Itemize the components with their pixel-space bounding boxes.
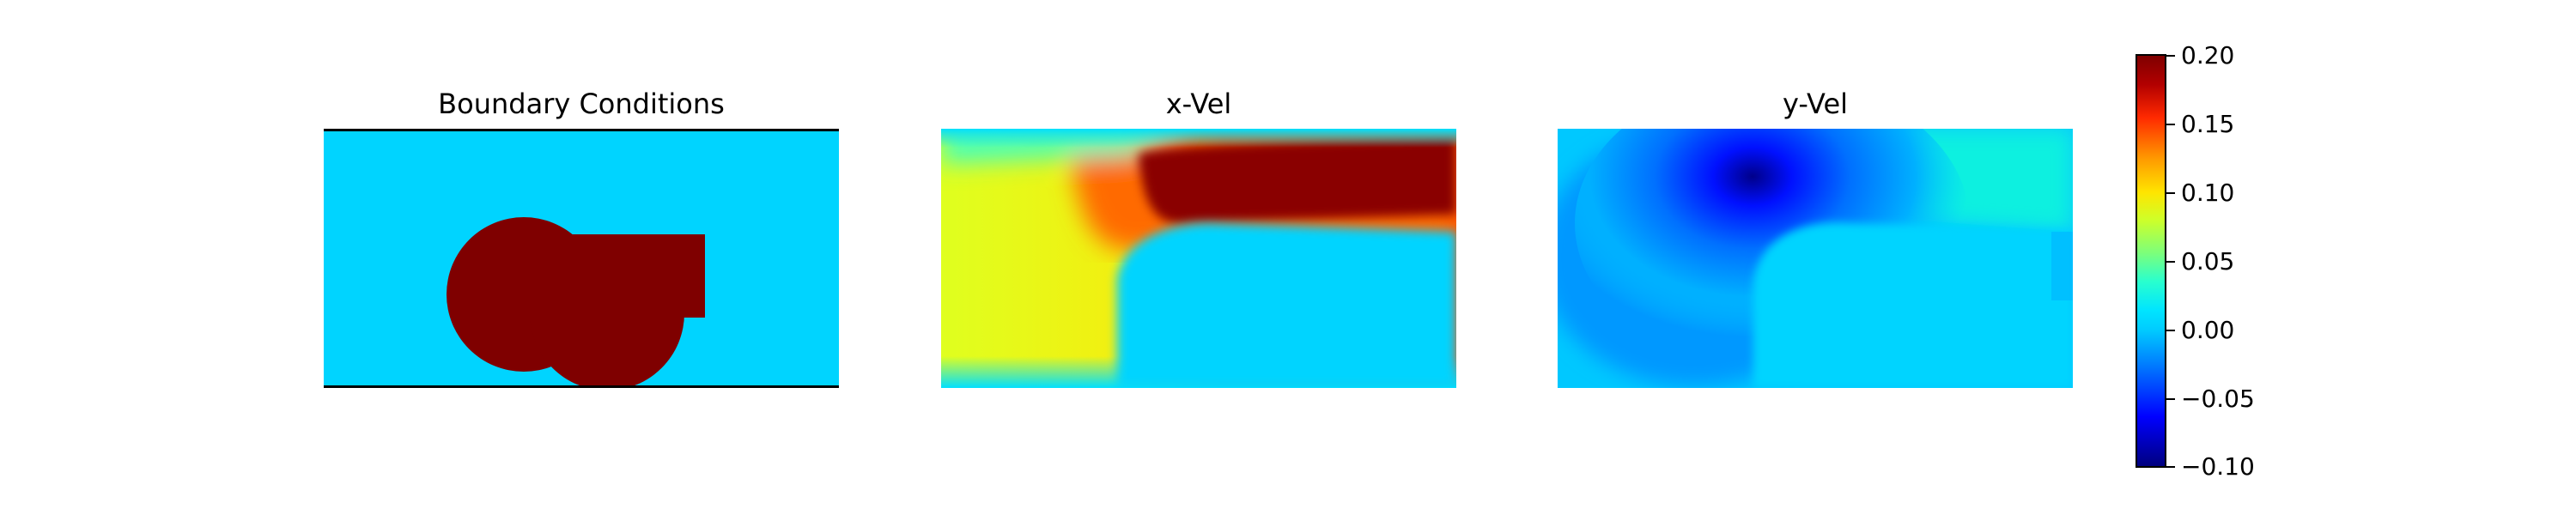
colorbar-tick-label: 0.10 [2181, 179, 2235, 207]
y-vel-heatmap [1558, 129, 2073, 388]
colorbar-tick [2166, 192, 2175, 194]
colorbar-tick [2166, 124, 2175, 125]
colorbar-tick-label: −0.05 [2181, 385, 2255, 413]
bc-obstacle-rect [521, 234, 705, 318]
top-wall-line [324, 129, 839, 131]
panel-title-boundary-conditions: Boundary Conditions [438, 88, 725, 120]
colorbar-tick [2166, 466, 2175, 468]
colorbar-tick [2166, 55, 2175, 57]
panel-title-x-vel: x-Vel [1165, 88, 1232, 120]
colorbar-tick-label: −0.10 [2181, 452, 2255, 481]
boundary-conditions-svg [324, 131, 839, 385]
colorbar-tick-label: 0.05 [2181, 247, 2235, 276]
y-vel-obstacle-region [1753, 222, 2073, 388]
colorbar-tick [2166, 261, 2175, 263]
colorbar-tick [2166, 330, 2175, 331]
x-vel-top-fade [941, 129, 1456, 148]
y-vel-svg [1558, 129, 2073, 388]
colorbar-tick-label: 0.20 [2181, 41, 2235, 70]
x-vel-jet-core [1139, 137, 1456, 224]
x-vel-svg [941, 129, 1456, 388]
panel-title-y-vel: y-Vel [1782, 88, 1849, 120]
bottom-wall-line [324, 385, 839, 388]
x-vel-heatmap [941, 129, 1456, 388]
colorbar-tick [2166, 398, 2175, 400]
colorbar-tick-label: 0.15 [2181, 110, 2235, 138]
boundary-conditions-heatmap [324, 131, 839, 385]
x-vel-obstacle-wake [1117, 222, 1456, 388]
y-vel-right-edge [2051, 232, 2073, 300]
colorbar-tick-label: 0.00 [2181, 316, 2235, 344]
colorbar [2136, 54, 2166, 468]
